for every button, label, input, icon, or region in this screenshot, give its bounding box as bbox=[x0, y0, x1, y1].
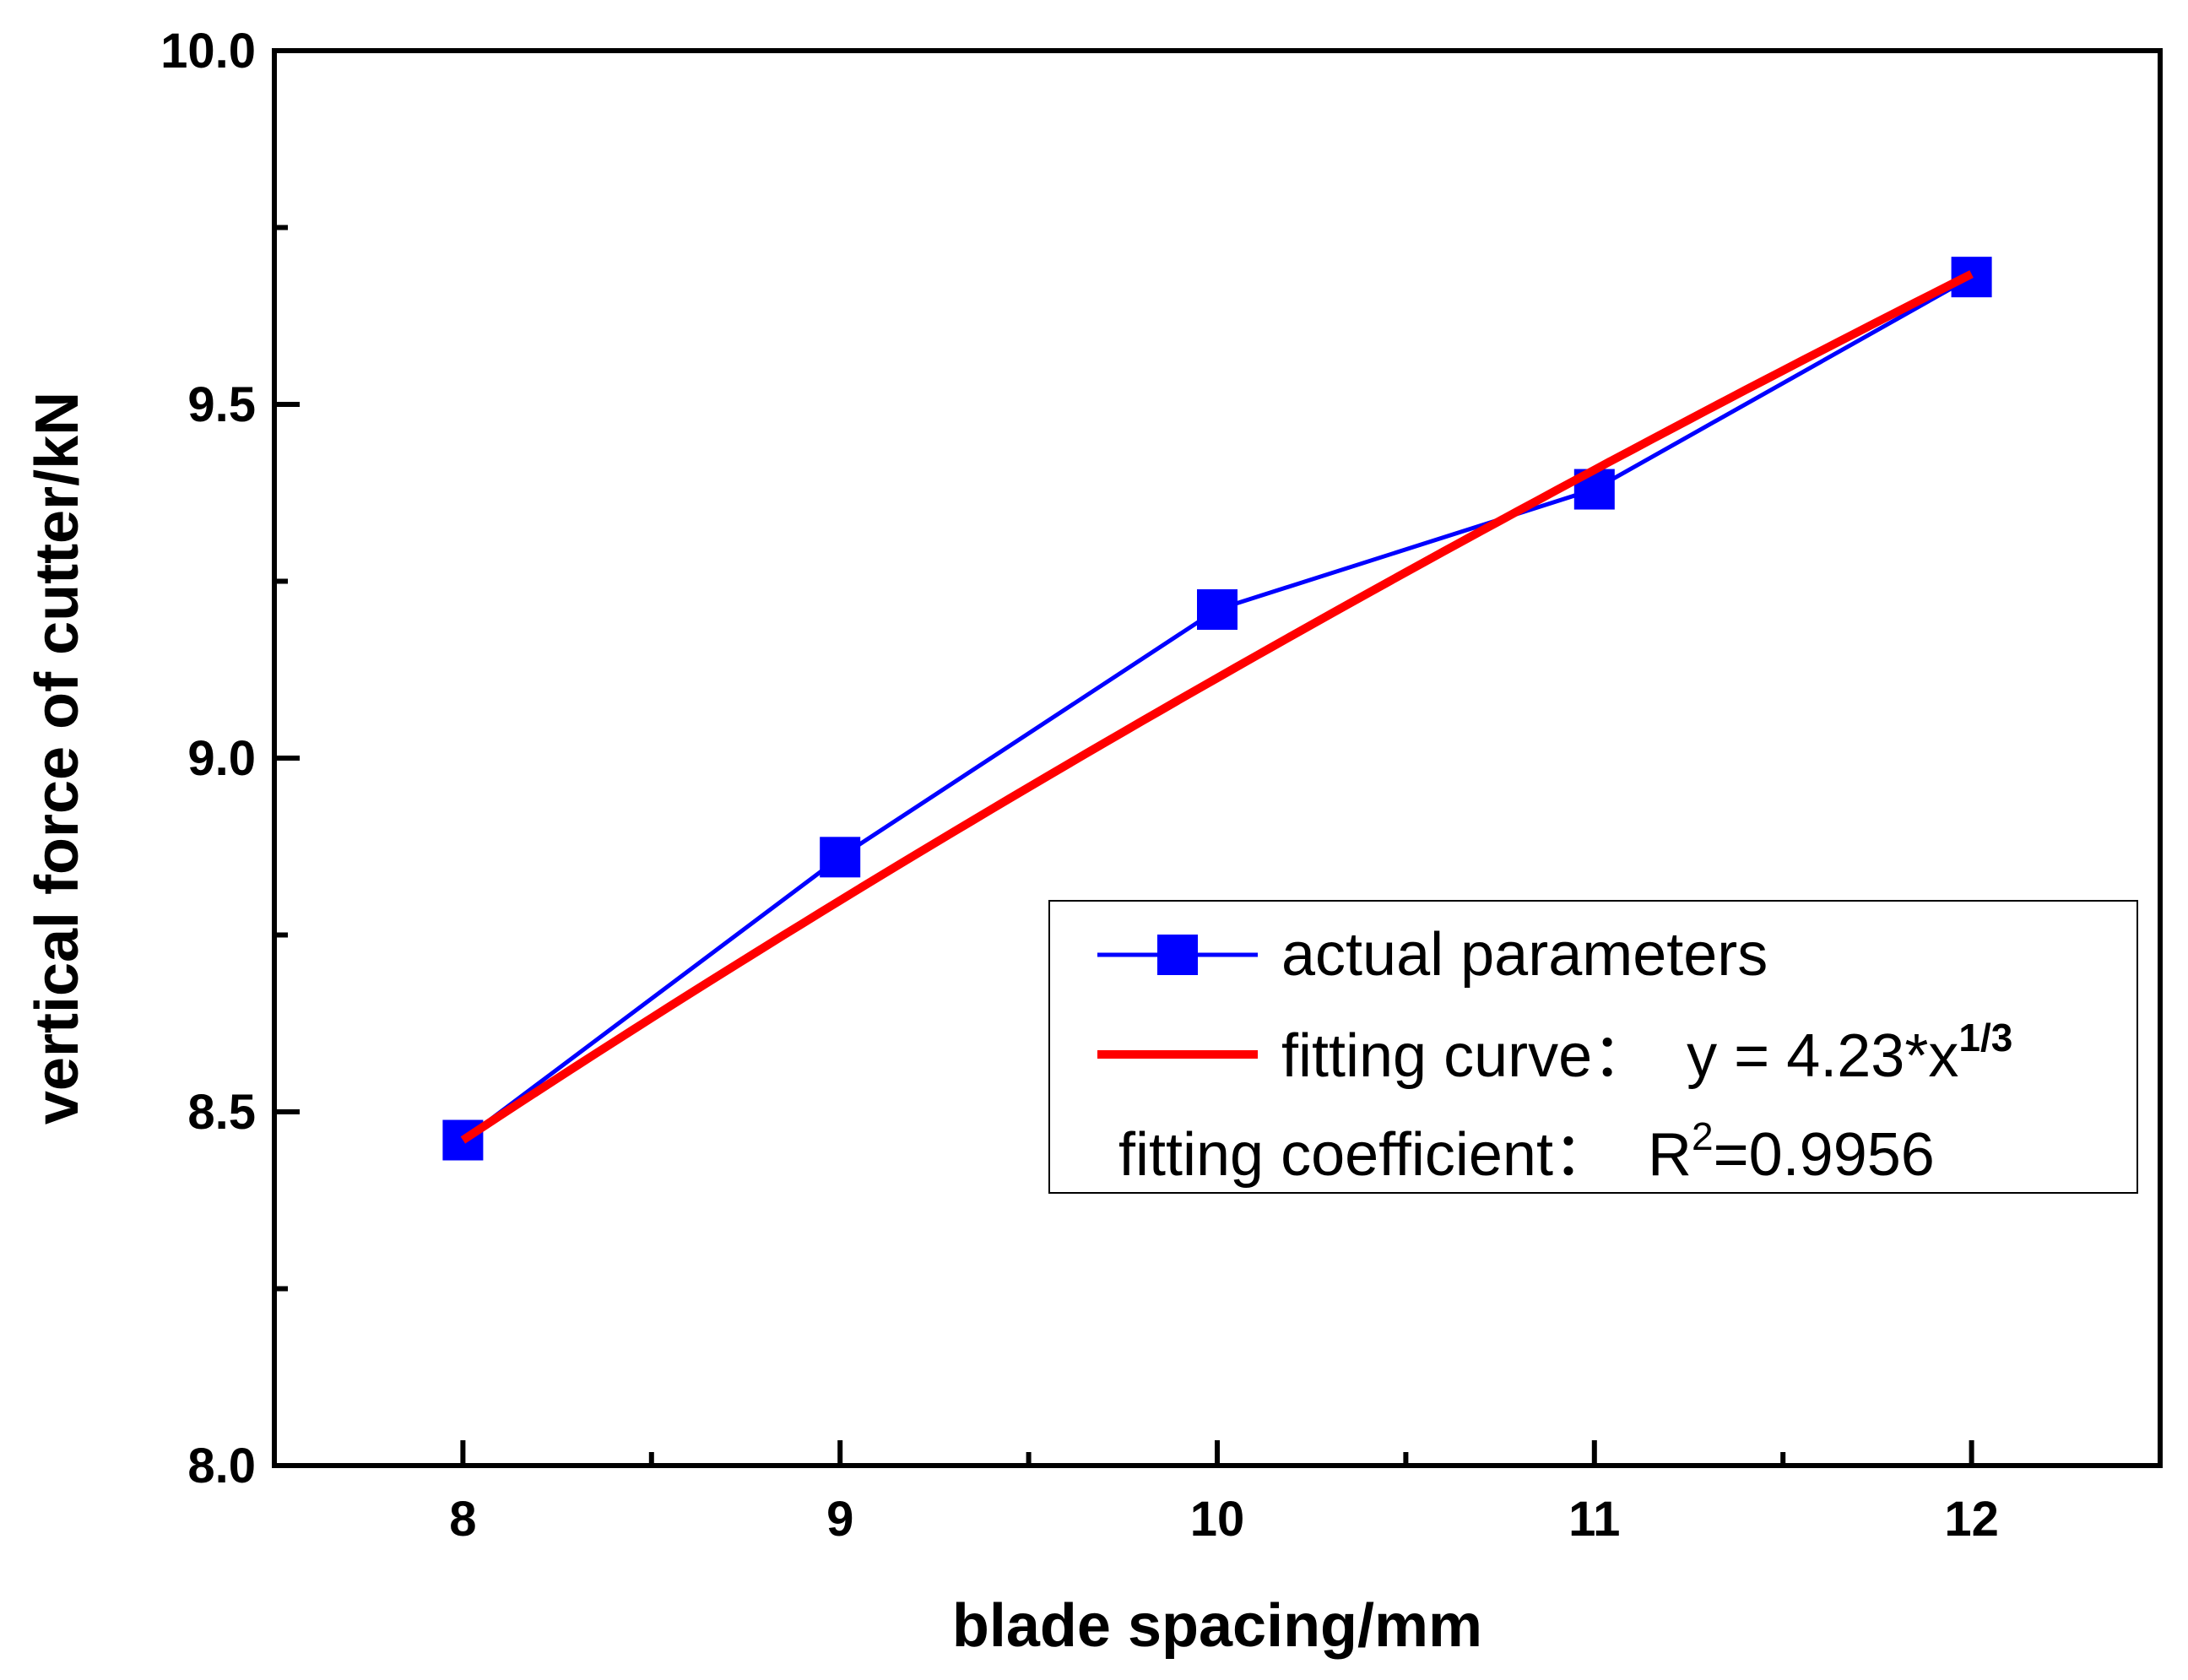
fitting-curve-line bbox=[460, 270, 1974, 1144]
minor-ticks bbox=[274, 225, 1786, 1466]
x-tick-label: 12 bbox=[1944, 1492, 1999, 1547]
legend-coefficient-post: =0.9956 bbox=[1714, 1121, 1935, 1189]
x-tick-labels: 8 9 10 11 12 bbox=[449, 1492, 1999, 1547]
y-tick-label: 9.0 bbox=[187, 731, 256, 786]
x-tick-label: 11 bbox=[1568, 1492, 1620, 1547]
legend: actual parameters fitting curve： y = 4.2… bbox=[1048, 900, 2138, 1194]
x-axis-title: blade spacing/mm bbox=[952, 1592, 1482, 1660]
data-point-marker bbox=[1197, 589, 1238, 631]
legend-fit-label: fitting curve： y = 4.23*x1/3 bbox=[1281, 1016, 2012, 1090]
legend-coefficient-pre: fitting coefficient： R bbox=[1118, 1121, 1692, 1189]
y-tick-labels: 8.0 8.5 9.0 9.5 10.0 bbox=[160, 24, 256, 1493]
y-tick-label: 10.0 bbox=[160, 24, 256, 79]
x-tick-label: 10 bbox=[1190, 1492, 1245, 1547]
y-tick-label: 9.5 bbox=[187, 377, 256, 432]
plot-frame bbox=[272, 48, 2163, 1468]
legend-fit-label-main: fitting curve： y = 4.23*x bbox=[1281, 1022, 1958, 1090]
y-axis-title: vertical force of cutter/kN bbox=[24, 392, 91, 1125]
major-ticks bbox=[274, 48, 1974, 1468]
legend-coefficient-label: fitting coefficient： R2=0.9956 bbox=[1118, 1114, 1935, 1189]
legend-coefficient-sup: 2 bbox=[1692, 1114, 1714, 1158]
y-tick-label: 8.0 bbox=[187, 1439, 256, 1493]
x-tick-label: 9 bbox=[826, 1492, 853, 1547]
actual-parameters-markers bbox=[442, 257, 1992, 1161]
x-tick-label: 8 bbox=[449, 1492, 476, 1547]
data-point-marker bbox=[820, 837, 861, 878]
legend-actual-label: actual parameters bbox=[1281, 921, 1768, 989]
legend-fit-label-exponent: 1/3 bbox=[1958, 1016, 2012, 1059]
legend-actual-marker-swatch bbox=[1157, 935, 1198, 975]
y-tick-label: 8.5 bbox=[187, 1085, 256, 1140]
legend-box bbox=[1048, 900, 2138, 1194]
